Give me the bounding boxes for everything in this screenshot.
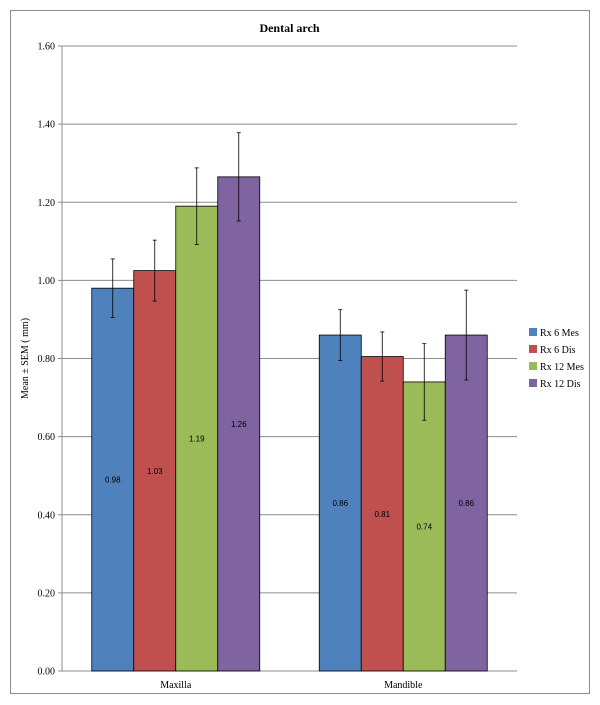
legend-swatch-1 (529, 345, 537, 353)
y-axis-label: Mean ± SEM ( mm) (20, 318, 31, 399)
y-tick-label: 1.60 (38, 42, 56, 53)
y-tick-label: 0.80 (38, 354, 56, 365)
y-tick-label: 1.00 (38, 276, 56, 287)
data-label: 0.74 (416, 522, 432, 531)
bar-1-3 (444, 334, 488, 672)
legend-label-2: Rx 12 Mes (540, 362, 584, 373)
legend-label-1: Rx 6 Dis (540, 345, 576, 356)
y-tick-label: 0.60 (38, 432, 56, 443)
chart-frame: Dental arch 0.00 0.20 0.40 0.60 0.80 1.00 1.20 1… (10, 10, 590, 694)
x-category-label: Maxilla (160, 680, 192, 691)
chart-title: Dental arch (259, 21, 319, 35)
y-tick-label: 0.40 (38, 510, 56, 521)
data-label: 0.86 (458, 499, 474, 508)
bar-0-3 (217, 176, 261, 672)
data-label: 1.19 (189, 435, 205, 444)
bar-0-2 (175, 205, 219, 672)
bar-0-0 (91, 287, 135, 672)
bar-1-2 (402, 381, 446, 672)
data-label: 0.98 (105, 476, 121, 485)
legend-label-0: Rx 6 Mes (540, 328, 579, 339)
y-tick-label: 0.20 (38, 588, 56, 599)
y-tick-label: 1.40 (38, 120, 56, 131)
legend-swatch-0 (529, 328, 537, 336)
y-tick-label: 0.00 (38, 667, 56, 678)
legend-swatch-3 (529, 379, 537, 387)
bar-1-0 (318, 334, 362, 672)
data-label: 0.81 (374, 510, 390, 519)
legend-swatch-2 (529, 362, 537, 370)
data-label: 1.03 (147, 467, 163, 476)
y-tick-label: 1.20 (38, 198, 56, 209)
bar-chart: Dental arch 0.00 0.20 0.40 0.60 0.80 1.00 1.20 1… (20, 21, 584, 691)
data-label: 1.26 (231, 420, 247, 429)
x-category-label: Mandible (384, 680, 423, 691)
legend-label-3: Rx 12 Dis (540, 379, 581, 390)
data-label: 0.86 (332, 499, 348, 508)
bar-0-1 (133, 270, 177, 672)
